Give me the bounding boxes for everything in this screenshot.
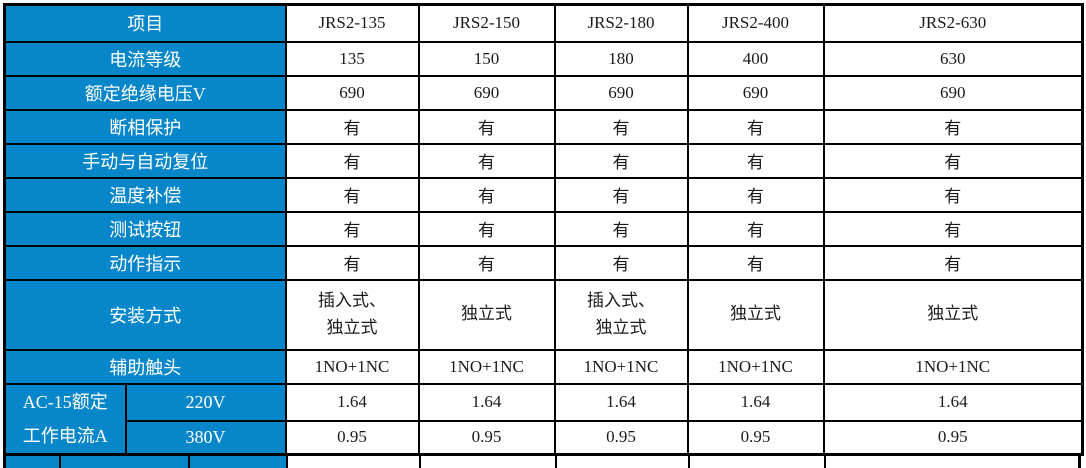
cell-value: 0.95 xyxy=(553,419,689,456)
cell-value: 有 xyxy=(822,210,1084,247)
row-label: 测试按钮 xyxy=(3,210,287,247)
cell-value: 630 xyxy=(822,40,1084,77)
cell-value: 150 xyxy=(417,40,556,77)
cut-cell xyxy=(690,455,826,468)
model-header: JRS2-135 xyxy=(284,3,420,43)
cell-value: 1.64 xyxy=(822,382,1084,422)
cut-cell xyxy=(61,455,190,468)
model-header: JRS2-150 xyxy=(417,3,556,43)
row-label: 温度补偿 xyxy=(3,176,287,213)
cell-value: 独立式 xyxy=(822,278,1084,351)
cell-value: 690 xyxy=(284,74,420,111)
table-row: 电流等级 135 150 180 400 630 xyxy=(3,40,1084,77)
cell-value: 有 xyxy=(822,176,1084,213)
cell-value: 有 xyxy=(284,244,420,281)
cell-value: 有 xyxy=(686,108,825,145)
row-label: 手动与自动复位 xyxy=(3,142,287,179)
model-header: JRS2-400 xyxy=(686,3,825,43)
cell-value: 有 xyxy=(417,244,556,281)
cell-value: 有 xyxy=(822,108,1084,145)
cell-value: 0.95 xyxy=(822,419,1084,456)
cell-value: 690 xyxy=(686,74,825,111)
cell-value: 有 xyxy=(686,210,825,247)
cut-cell xyxy=(557,455,690,468)
cell-value: 135 xyxy=(284,40,420,77)
cell-value: 有 xyxy=(686,142,825,179)
cell-value: 690 xyxy=(553,74,689,111)
table-row: 额定绝缘电压V 690 690 690 690 690 xyxy=(3,74,1084,111)
cell-value: 独立式 xyxy=(417,278,556,351)
cell-value: 1NO+1NC xyxy=(417,348,556,385)
cell-value: 有 xyxy=(284,108,420,145)
cell-value: 有 xyxy=(417,108,556,145)
ac15-row-380v: 380V 0.95 0.95 0.95 0.95 0.95 xyxy=(5,419,1084,456)
cell-value: 有 xyxy=(822,244,1084,281)
cell-value: 690 xyxy=(417,74,556,111)
table-row: 动作指示有有有有有 xyxy=(3,244,1084,281)
cell-value: 有 xyxy=(417,176,556,213)
voltage-label: 380V xyxy=(124,419,287,456)
cell-value: 400 xyxy=(686,40,825,77)
cell-value: 1.64 xyxy=(284,382,420,422)
table-row: 断相保护有有有有有 xyxy=(3,108,1084,145)
table-row: 温度补偿有有有有有 xyxy=(3,176,1084,213)
model-header: JRS2-630 xyxy=(822,3,1084,43)
model-header: JRS2-180 xyxy=(553,3,689,43)
table-row: 辅助触头 1NO+1NC 1NO+1NC 1NO+1NC 1NO+1NC 1NO+1NC xyxy=(3,348,1084,385)
header-row: 项目 JRS2-135 JRS2-150 JRS2-180 JRS2-400 JRS2-6… xyxy=(3,3,1084,43)
cell-value: 插入式、 独立式 xyxy=(284,278,420,351)
row-label: 动作指示 xyxy=(3,244,287,281)
cell-value: 有 xyxy=(284,210,420,247)
cell-value: 1NO+1NC xyxy=(686,348,825,385)
cell-value: 有 xyxy=(553,244,689,281)
cell-value: 有 xyxy=(553,210,689,247)
cell-value: 0.95 xyxy=(686,419,825,456)
group-label: AC-15额定 工作电流A xyxy=(3,382,127,456)
cut-cell xyxy=(826,455,1078,468)
cell-value: 180 xyxy=(553,40,689,77)
table-row: 安装方式 插入式、 独立式 独立式 插入式、 独立式 独立式 独立式 xyxy=(3,278,1084,351)
cut-cell xyxy=(288,455,421,468)
row-label: 安装方式 xyxy=(3,278,287,351)
cell-value: 有 xyxy=(553,176,689,213)
spec-sheet: 项目 JRS2-135 JRS2-150 JRS2-180 JRS2-400 JRS2-6… xyxy=(3,3,1084,468)
voltage-label: 220V xyxy=(124,382,287,422)
cell-value: 1.64 xyxy=(417,382,556,422)
cut-cell xyxy=(421,455,557,468)
table-row: 手动与自动复位有有有有有 xyxy=(3,142,1084,179)
cut-cell xyxy=(6,455,61,468)
cut-off-row xyxy=(3,455,1081,468)
row-label: 断相保护 xyxy=(3,108,287,145)
cell-value: 有 xyxy=(284,176,420,213)
cell-value: 有 xyxy=(553,108,689,145)
cell-value: 1NO+1NC xyxy=(284,348,420,385)
cut-cell xyxy=(190,455,288,468)
cell-value: 有 xyxy=(284,142,420,179)
row-label: 额定绝缘电压V xyxy=(3,74,287,111)
cell-value: 有 xyxy=(417,142,556,179)
row-label: 项目 xyxy=(3,3,287,43)
table-row: 测试按钮有有有有有 xyxy=(3,210,1084,247)
cell-value: 有 xyxy=(686,176,825,213)
row-label: 电流等级 xyxy=(3,40,287,77)
row-label: 辅助触头 xyxy=(3,348,287,385)
cell-value: 1.64 xyxy=(686,382,825,422)
spec-table-body: 项目 JRS2-135 JRS2-150 JRS2-180 JRS2-400 JRS2-6… xyxy=(3,3,1084,456)
cell-value: 独立式 xyxy=(686,278,825,351)
cell-value: 690 xyxy=(822,74,1084,111)
cell-value: 有 xyxy=(686,244,825,281)
cell-value: 0.95 xyxy=(417,419,556,456)
cell-value: 有 xyxy=(417,210,556,247)
ac15-row-220v: AC-15额定 工作电流A 220V 1.64 1.64 1.64 1.64 1.64 xyxy=(3,382,1084,456)
cell-value: 1NO+1NC xyxy=(553,348,689,385)
cell-value: 1.64 xyxy=(553,382,689,422)
cell-value: 有 xyxy=(822,142,1084,179)
cell-value: 插入式、 独立式 xyxy=(553,278,689,351)
spec-table: 项目 JRS2-135 JRS2-150 JRS2-180 JRS2-400 JRS2-6… xyxy=(3,3,1084,456)
cell-value: 有 xyxy=(553,142,689,179)
cell-value: 1NO+1NC xyxy=(822,348,1084,385)
cell-value: 0.95 xyxy=(284,419,420,456)
